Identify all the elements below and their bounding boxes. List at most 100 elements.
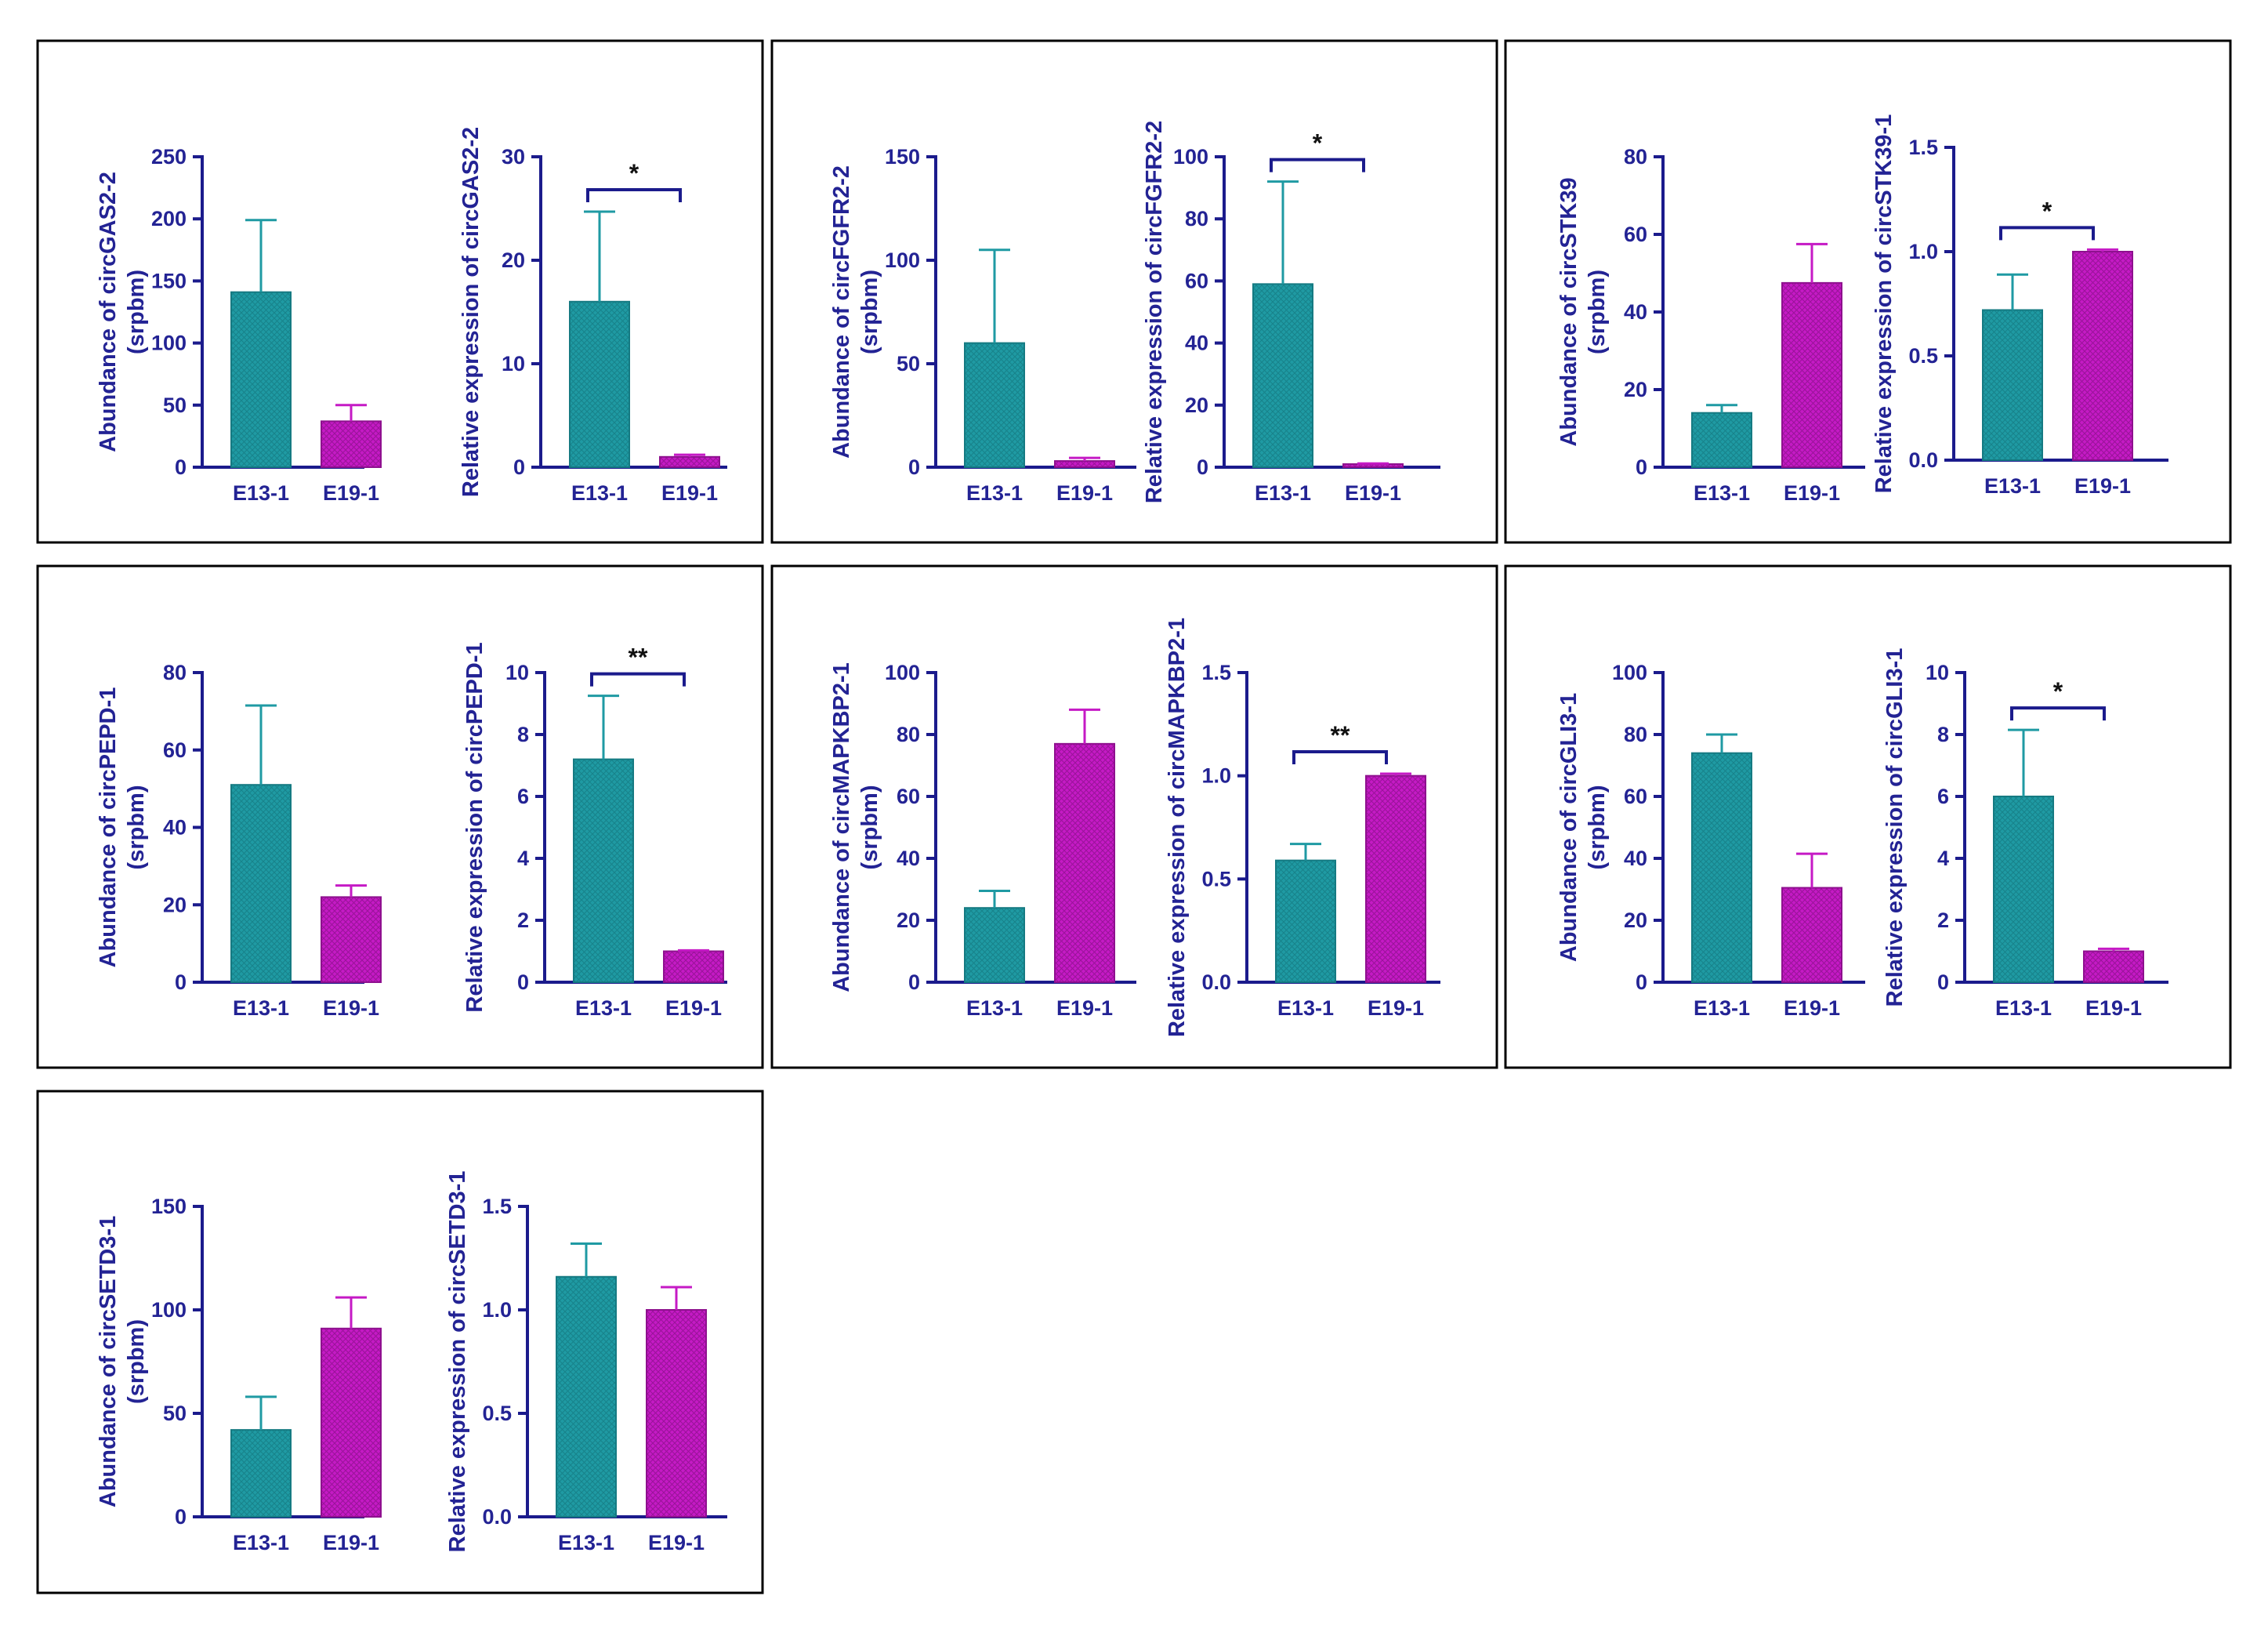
y-axis-title: Relative expression of circFGFR2-2 — [1142, 121, 1167, 503]
y-axis-title-line: Relative expression of circSTK39-1 — [1871, 114, 1897, 494]
y-tick-label: 0 — [1636, 970, 1647, 994]
y-tick-label: 1.0 — [1908, 240, 1938, 263]
y-tick-label: 20 — [1624, 378, 1647, 401]
y-tick-label: 60 — [1624, 223, 1647, 246]
y-tick-label: 60 — [1185, 269, 1208, 292]
panel-frame-5 — [770, 564, 1498, 1069]
y-axis-title-line: Abundance of circGAS2-2 — [96, 172, 121, 452]
bar-E13-1 — [1691, 752, 1752, 983]
x-tick-label: E13-1 — [233, 481, 289, 505]
y-axis-title: Relative expression of circSETD3-1 — [445, 1171, 470, 1553]
y-tick-label: 80 — [1624, 145, 1647, 169]
x-tick-label: E13-1 — [966, 996, 1023, 1020]
bar-E13-1 — [1275, 859, 1336, 983]
panel-frame-4 — [36, 564, 764, 1069]
y-tick-label: 4 — [1937, 847, 1949, 870]
y-tick-label: 4 — [517, 847, 529, 870]
y-tick-label: 100 — [885, 248, 920, 272]
y-axis-title: Abundance of circPEPD-1 (srpbm) — [96, 687, 149, 968]
y-axis-title: Relative expression of circMAPKBP2-1 — [1165, 618, 1190, 1037]
y-tick-label: 20 — [897, 909, 920, 932]
y-tick-label: 30 — [502, 145, 525, 169]
chart-6-relative: 0 2 4 6 8 10 Relative expression of circGLI3-1… — [1882, 648, 2168, 1020]
y-tick-label: 2 — [517, 909, 529, 932]
bar-E19-1 — [321, 1327, 382, 1518]
significance-marker: * — [2053, 677, 2063, 705]
y-axis-title-line: Abundance of circSETD3-1 — [96, 1216, 121, 1507]
y-tick-label: 10 — [502, 352, 525, 375]
y-axis-title-line: Relative expression of circGLI3-1 — [1882, 648, 1908, 1007]
significance-bracket — [590, 672, 686, 687]
y-axis-title-line: (srpbm) — [1585, 270, 1610, 354]
y-tick-label: 1.5 — [1201, 661, 1231, 684]
y-axis-title: Abundance of circGLI3-1 (srpbm) — [1556, 693, 1610, 962]
y-tick-label: 100 — [1612, 661, 1647, 684]
y-axis-title-line: Relative expression of circFGFR2-2 — [1142, 121, 1167, 503]
y-axis-title-line: (srpbm) — [124, 785, 149, 870]
bar-E13-1 — [569, 300, 630, 468]
bar-E19-1 — [321, 896, 382, 983]
y-axis-title-line: Relative expression of circMAPKBP2-1 — [1165, 618, 1190, 1037]
panel-frame-7 — [36, 1090, 764, 1594]
y-tick-label: 20 — [1185, 394, 1208, 417]
x-tick-label: E19-1 — [2074, 474, 2131, 498]
x-tick-label: E19-1 — [323, 481, 379, 505]
panel-frame-1 — [36, 39, 764, 544]
bar-E13-1 — [964, 342, 1025, 468]
y-tick-label: 8 — [1937, 723, 1949, 746]
y-tick-label: 0 — [513, 455, 525, 479]
y-tick-label: 40 — [897, 847, 920, 870]
y-axis-title-line: Abundance of circGLI3-1 — [1556, 693, 1581, 962]
chart-4-relative: 0 2 4 6 8 10 Relative expression of circPEPD-1… — [462, 642, 727, 1020]
y-tick-label: 40 — [163, 816, 187, 840]
y-tick-label: 40 — [1624, 847, 1647, 870]
y-axis-title-line: (srpbm) — [124, 1319, 149, 1404]
x-tick-label: E13-1 — [1694, 481, 1750, 505]
x-tick-label: E13-1 — [233, 1531, 289, 1554]
x-tick-label: E13-1 — [558, 1531, 614, 1554]
x-tick-label: E19-1 — [1056, 481, 1113, 505]
significance-marker: * — [1313, 129, 1323, 158]
y-axis-title: Abundance of circSETD3-1 (srpbm) — [96, 1216, 149, 1507]
y-tick-label: 150 — [151, 1195, 187, 1218]
x-tick-label: E19-1 — [1345, 481, 1401, 505]
y-axis-title-line: (srpbm) — [124, 270, 149, 354]
x-tick-label: E19-1 — [648, 1531, 705, 1554]
y-axis-title-line: Abundance of circSTK39 — [1556, 177, 1581, 446]
bar-E13-1 — [1691, 412, 1752, 469]
significance-marker: ** — [1331, 721, 1350, 749]
bar-E19-1 — [1781, 281, 1842, 468]
y-tick-label: 100 — [1173, 145, 1208, 169]
y-tick-label: 50 — [897, 352, 920, 375]
y-tick-label: 6 — [1937, 785, 1949, 808]
y-tick-label: 0.0 — [482, 1505, 512, 1529]
y-axis-title: Relative expression of circGLI3-1 — [1882, 648, 1908, 1007]
y-tick-label: 8 — [517, 723, 529, 746]
y-axis-title: Abundance of circSTK39 (srpbm) — [1556, 177, 1610, 446]
panel-frame-2 — [770, 39, 1498, 544]
y-tick-label: 40 — [1185, 332, 1208, 355]
x-tick-label: E19-1 — [1368, 996, 1424, 1020]
y-axis-title: Relative expression of circGAS2-2 — [458, 127, 484, 497]
y-tick-label: 0 — [1937, 970, 1949, 994]
y-tick-label: 1.5 — [482, 1195, 512, 1218]
y-tick-label: 0 — [1197, 455, 1208, 479]
bar-E13-1 — [573, 758, 634, 983]
x-tick-label: E19-1 — [1784, 481, 1840, 505]
x-tick-label: E19-1 — [323, 1531, 379, 1554]
bar-E19-1 — [1781, 887, 1842, 984]
y-tick-label: 0.0 — [1908, 448, 1938, 472]
x-tick-label: E19-1 — [661, 481, 718, 505]
y-tick-label: 0 — [908, 455, 920, 479]
x-tick-label: E13-1 — [575, 996, 632, 1020]
chart-1-relative: 0 10 20 30 Relative expression of circGAS2-2… — [458, 127, 727, 505]
bar-E19-1 — [2083, 950, 2144, 983]
y-tick-label: 10 — [505, 661, 529, 684]
y-tick-label: 2 — [1937, 909, 1949, 932]
y-axis-title: Abundance of circGAS2-2 (srpbm) — [96, 172, 149, 452]
